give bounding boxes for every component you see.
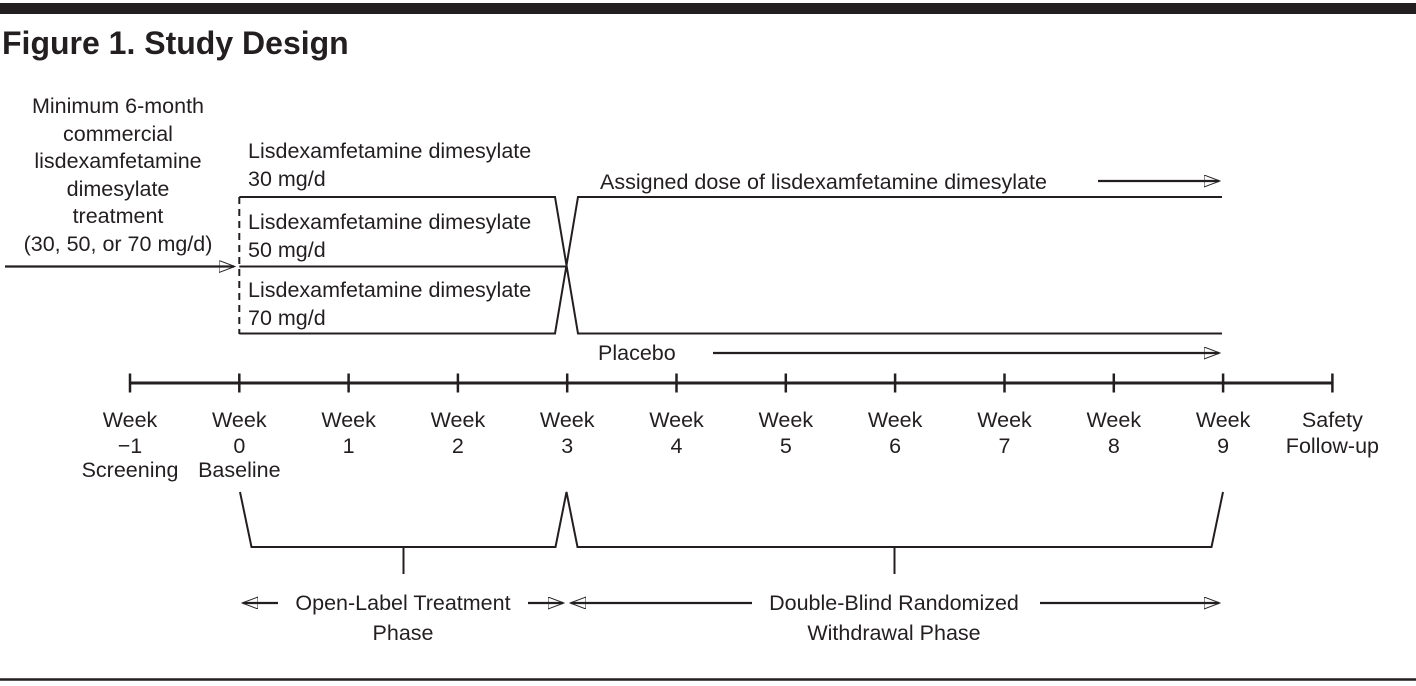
tick-label-group: Week 4 [649, 408, 704, 458]
arm-drug-label: Lisdexamfetamine dimesylate [248, 278, 531, 302]
top-rule-bar [0, 3, 1416, 14]
tick-label-number: 3 [561, 434, 573, 458]
tick-label-week: Week [868, 408, 923, 432]
tick-label-number: −1 [118, 434, 143, 458]
phase-brace [239, 491, 1224, 548]
tick-label-group: Safety Follow-up [1286, 408, 1379, 458]
tick-label-sub: Baseline [198, 458, 280, 482]
tick-label-group: Week 9 [1196, 408, 1251, 458]
tick-label-number: 4 [671, 434, 683, 458]
arm-drug-label: Lisdexamfetamine dimesylate [248, 139, 531, 163]
placebo-label: Placebo [598, 341, 676, 365]
tick-label-week: Week [212, 408, 267, 432]
tick-label-number: 5 [780, 434, 792, 458]
arm-dose-label: 70 mg/d [248, 306, 326, 330]
arm-dose-label: 50 mg/d [248, 238, 326, 262]
tick-label-week: Week [103, 408, 158, 432]
open-label-phase-line2: Phase [373, 621, 434, 645]
tick-label-group: Week 8 [1087, 408, 1142, 458]
tick-label-group: Week 2 [431, 408, 486, 458]
phase-labels: Open-Label Treatment Phase Double-Blind … [295, 591, 1018, 645]
tick-label-number: 9 [1217, 434, 1229, 458]
tick-label-number: 8 [1108, 434, 1120, 458]
open-label-arm-labels: Lisdexamfetamine dimesylate 30 mg/d Lisd… [248, 139, 531, 330]
prior-treatment-line: dimesylate [67, 177, 170, 201]
tick-label-sub: Screening [82, 458, 179, 482]
tick-label-number: 1 [343, 434, 355, 458]
prior-treatment-line: treatment [73, 204, 164, 228]
prior-treatment-line: commercial [63, 122, 173, 146]
assigned-dose-label: Assigned dose of lisdexamfetamine dimesy… [600, 170, 1047, 194]
tick-label-group: Week 0 Baseline [198, 408, 280, 482]
double-blind-phase-line2: Withdrawal Phase [807, 621, 980, 645]
prior-treatment-line: Minimum 6-month [32, 94, 204, 118]
prior-treatment-block: Minimum 6-month commercial lisdexamfetam… [24, 94, 213, 256]
tick-label-week: Week [431, 408, 486, 432]
tick-label-week: Safety [1302, 408, 1363, 432]
tick-label-week: Week [1087, 408, 1142, 432]
tick-label-week: Week [977, 408, 1032, 432]
crossover-path-bottom-to-top [239, 196, 1222, 335]
tick-label-week: Week [649, 408, 704, 432]
tick-label-number: 6 [889, 434, 901, 458]
tick-label-group: Week 7 [977, 408, 1032, 458]
tick-label-number: 2 [452, 434, 464, 458]
arm-dose-label: 30 mg/d [248, 167, 326, 191]
tick-label-group: Week 5 [759, 408, 814, 458]
timeline-ticks [128, 373, 1334, 393]
tick-label-week: Week [759, 408, 814, 432]
double-blind-phase-line1: Double-Blind Randomized [769, 591, 1019, 615]
figure-title: Figure 1. Study Design [2, 25, 349, 61]
tick-label-number: 0 [233, 434, 245, 458]
tick-label-group: Week 6 [868, 408, 923, 458]
tick-label-week: Week [321, 408, 376, 432]
prior-treatment-line: lisdexamfetamine [34, 149, 201, 173]
tick-label-number: 7 [999, 434, 1011, 458]
arm-drug-label: Lisdexamfetamine dimesylate [248, 210, 531, 234]
tick-label-group: Week 3 [540, 408, 595, 458]
tick-label-group: Week 1 [321, 408, 376, 458]
open-label-phase-line1: Open-Label Treatment [295, 591, 510, 615]
prior-treatment-line: (30, 50, or 70 mg/d) [24, 232, 213, 256]
timeline-labels: Week −1 Screening Week 0 Baseline Week 1… [82, 408, 1379, 482]
tick-label-group: Week −1 Screening [82, 408, 179, 482]
tick-label-number: Follow-up [1286, 434, 1379, 458]
tick-label-week: Week [1196, 408, 1251, 432]
tick-label-week: Week [540, 408, 595, 432]
